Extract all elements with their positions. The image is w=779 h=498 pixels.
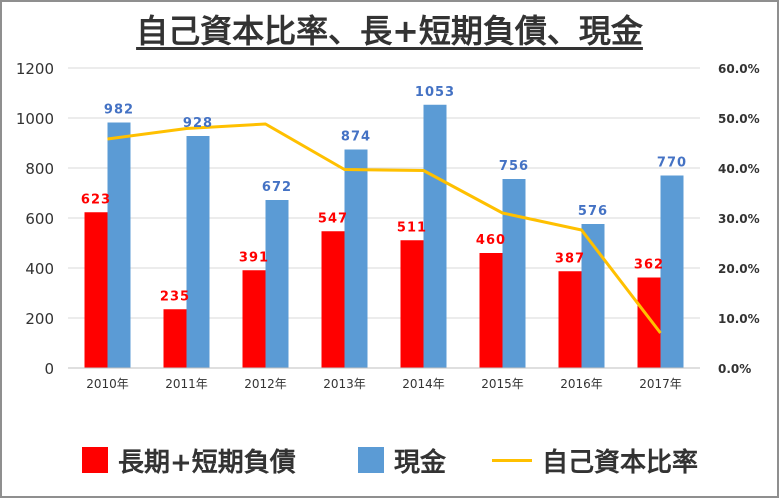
x-tick-label: 2017年 [639,377,682,391]
legend-label-cash: 現金 [394,447,447,478]
y-tick-label: 800 [25,160,54,178]
data-label: 982 [104,103,134,118]
data-label: 460 [476,233,506,248]
gridlines [68,67,700,319]
bar [660,175,684,368]
x-tick-label: 2016年 [560,377,603,391]
legend-swatch-ratio [492,458,532,462]
data-label: 874 [341,130,371,145]
data-label: 623 [81,192,111,207]
bar [637,277,661,368]
bar [84,212,108,368]
bar [581,224,605,368]
y-tick-label: 0 [44,360,54,378]
legend-label-ratio: 自己資本比率 [542,447,699,478]
y2-tick-label: 0.0% [718,362,751,376]
legend-swatch-debt [82,447,108,473]
y2-tick-label: 60.0% [718,62,760,76]
x-tick-label: 2015年 [481,377,524,391]
data-label: 576 [578,204,608,219]
legend-item-ratio: 自己資本比率 [492,440,698,480]
chart-title-text: 自己資本比率、長+短期負債、現金 [136,12,643,50]
legend-item-cash: 現金 [358,440,446,480]
bar [107,122,131,368]
bar [321,231,345,368]
x-tick-label: 2012年 [244,377,287,391]
data-label: 672 [262,180,292,195]
y2-tick-label: 40.0% [718,162,760,176]
axes: 0 200 400 600 800 1000 1200 0.0% 10.0% 20.0% 30.0%… [16,60,760,391]
data-label: 547 [318,211,348,226]
x-tick-label: 2014年 [402,377,445,391]
bar [242,270,266,368]
ratio-line [107,122,662,334]
legend-label-debt: 長期+短期負債 [118,447,296,478]
bar [344,149,368,368]
y-tick-label: 1200 [16,60,54,78]
bar [423,104,447,368]
y2-tick-label: 50.0% [718,112,760,126]
y2-tick-label: 30.0% [718,212,760,226]
data-label: 928 [183,116,213,131]
data-label: 511 [397,220,427,235]
data-label: 1053 [415,85,455,100]
data-label: 770 [657,156,687,171]
bar [479,253,503,368]
bar [400,240,424,368]
bar [502,179,526,368]
bar [163,309,187,368]
bar [558,271,582,368]
data-label: 387 [555,251,585,266]
ratio-line-group [107,122,662,334]
bar [186,136,210,368]
chart-title: 自己資本比率、長+短期負債、現金 [0,6,779,52]
data-label: 756 [499,159,529,174]
legend-swatch-cash [358,447,384,473]
y-tick-label: 600 [25,210,54,228]
data-labels: 623 235 391 547 511 460 387 362 982 928 672 874 1053… [81,85,687,305]
bars [84,104,684,368]
x-tick-label: 2011年 [165,377,208,391]
data-label: 235 [160,289,190,304]
y2-tick-label: 10.0% [718,312,760,326]
x-tick-label: 2010年 [86,377,129,391]
y-tick-label: 200 [25,310,54,328]
x-tick-label: 2013年 [323,377,366,391]
legend-item-debt: 長期+短期負債 [82,440,296,480]
data-label: 391 [239,250,269,265]
data-label: 362 [634,258,664,273]
bar [265,200,289,368]
y-tick-label: 400 [25,260,54,278]
y-tick-label: 1000 [16,110,54,128]
y2-tick-label: 20.0% [718,262,760,276]
